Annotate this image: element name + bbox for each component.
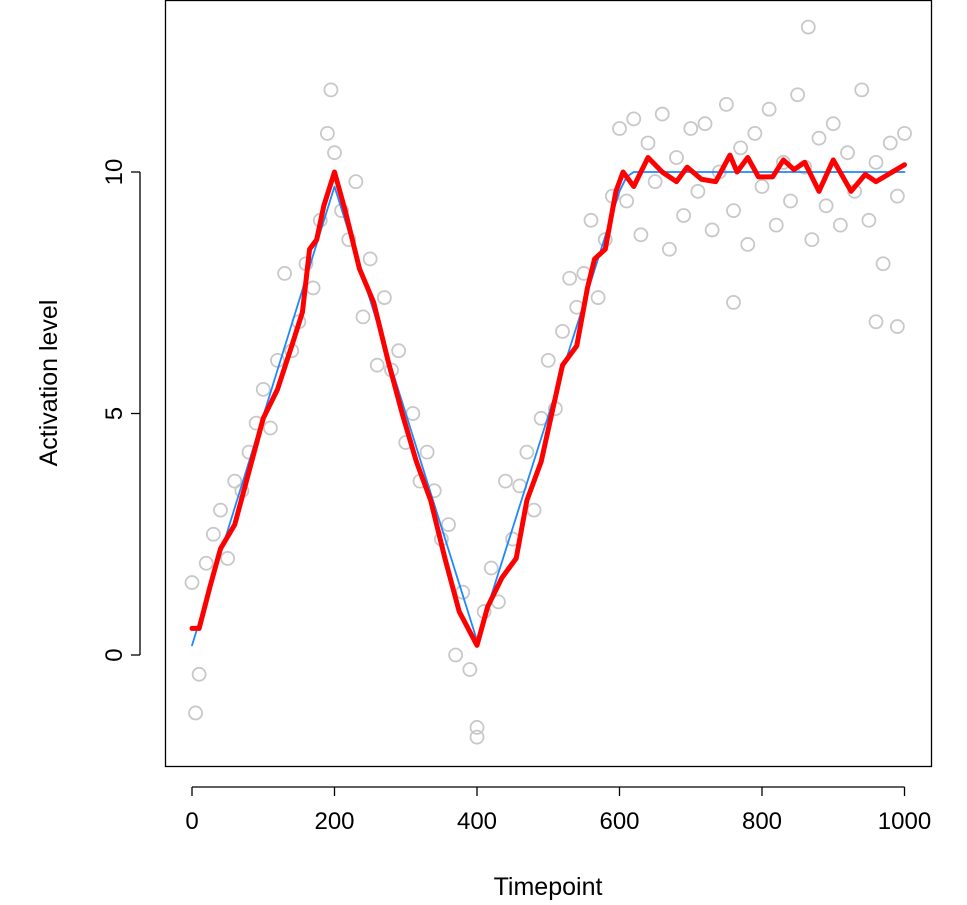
- data-point: [818, 198, 834, 214]
- data-point: [469, 729, 485, 745]
- data-point: [198, 555, 214, 571]
- data-point: [590, 290, 606, 305]
- data-point: [840, 145, 855, 161]
- data-point: [661, 241, 677, 257]
- data-point: [889, 319, 905, 334]
- data-point: [327, 145, 342, 161]
- x-tick-label: 600: [599, 808, 639, 835]
- smoothed-line: [189, 152, 907, 648]
- data-point: [868, 314, 884, 330]
- data-point: [811, 130, 827, 146]
- data-point: [441, 517, 456, 532]
- data-point: [800, 19, 816, 35]
- data-point: [832, 217, 848, 233]
- data-point: [626, 111, 642, 127]
- data-point: [669, 150, 684, 165]
- data-point: [783, 193, 798, 209]
- data-point: [419, 444, 435, 460]
- data-point: [391, 343, 407, 359]
- data-point: [683, 121, 699, 136]
- data-point: [188, 705, 203, 721]
- data-point: [868, 154, 884, 170]
- data-point: [761, 101, 777, 117]
- data-point: [640, 135, 656, 151]
- data-point: [405, 406, 421, 421]
- data-point: [262, 420, 278, 436]
- data-point: [519, 444, 535, 460]
- data-point: [619, 193, 635, 209]
- y-tick-label: 10: [101, 159, 128, 186]
- x-tick-label: 800: [742, 808, 782, 835]
- data-point: [191, 666, 207, 682]
- plot-frame: [164, 0, 933, 768]
- data-point: [740, 237, 756, 252]
- data-point: [376, 290, 392, 305]
- y-tick-label: 5: [101, 407, 128, 420]
- data-point: [897, 125, 912, 141]
- data-point: [612, 121, 627, 136]
- data-point: [697, 116, 713, 132]
- x-axis-title: Timepoint: [494, 873, 603, 901]
- data-point: [255, 381, 271, 397]
- data-point: [647, 174, 663, 190]
- data-point: [768, 217, 784, 233]
- data-point: [889, 188, 905, 204]
- data-point: [825, 116, 841, 132]
- y-axis: 0 5 10: [101, 159, 141, 662]
- data-point: [654, 106, 670, 122]
- data-point: [733, 140, 749, 156]
- data-point: [323, 82, 339, 98]
- data-point: [747, 125, 763, 141]
- x-tick-label: 0: [185, 808, 198, 835]
- data-point: [676, 208, 692, 223]
- data-point: [718, 96, 734, 112]
- true-signal-line: [191, 171, 906, 647]
- data-point: [348, 174, 364, 190]
- scatter-points: [184, 19, 912, 745]
- data-point: [369, 357, 385, 373]
- x-tick-label: 1000: [878, 808, 931, 835]
- data-point: [498, 473, 513, 489]
- data-point: [526, 502, 542, 518]
- data-point: [583, 212, 599, 228]
- data-point: [754, 179, 770, 194]
- data-point: [213, 502, 228, 518]
- data-point: [270, 352, 285, 368]
- data-point: [804, 232, 820, 248]
- data-point: [184, 575, 200, 590]
- data-point: [469, 720, 485, 735]
- y-tick-label: 0: [101, 648, 128, 661]
- data-point: [540, 352, 556, 368]
- data-point: [355, 309, 371, 325]
- data-point: [775, 154, 791, 170]
- data-point: [726, 295, 741, 310]
- data-point: [362, 251, 378, 267]
- data-point: [790, 87, 806, 103]
- y-axis-title: Activation level: [35, 300, 63, 467]
- data-point: [319, 125, 335, 141]
- data-point: [882, 135, 898, 151]
- data-point: [205, 526, 221, 542]
- data-point: [690, 183, 706, 199]
- data-point: [854, 82, 870, 98]
- x-tick-label: 400: [457, 808, 497, 835]
- data-point: [562, 270, 578, 286]
- data-point: [875, 256, 891, 272]
- data-point: [220, 551, 236, 566]
- lines: [189, 152, 907, 648]
- data-point: [448, 647, 464, 663]
- data-point: [462, 662, 478, 677]
- data-point: [305, 280, 321, 296]
- x-axis: 0 200 400 600 800 1000: [185, 786, 931, 835]
- data-point: [704, 222, 720, 238]
- data-point: [555, 323, 570, 339]
- data-point: [277, 266, 293, 281]
- data-point: [726, 203, 741, 219]
- x-tick-label: 200: [314, 808, 354, 835]
- data-point: [861, 212, 877, 228]
- data-point: [483, 560, 499, 576]
- data-point: [227, 473, 243, 489]
- data-point: [633, 227, 649, 243]
